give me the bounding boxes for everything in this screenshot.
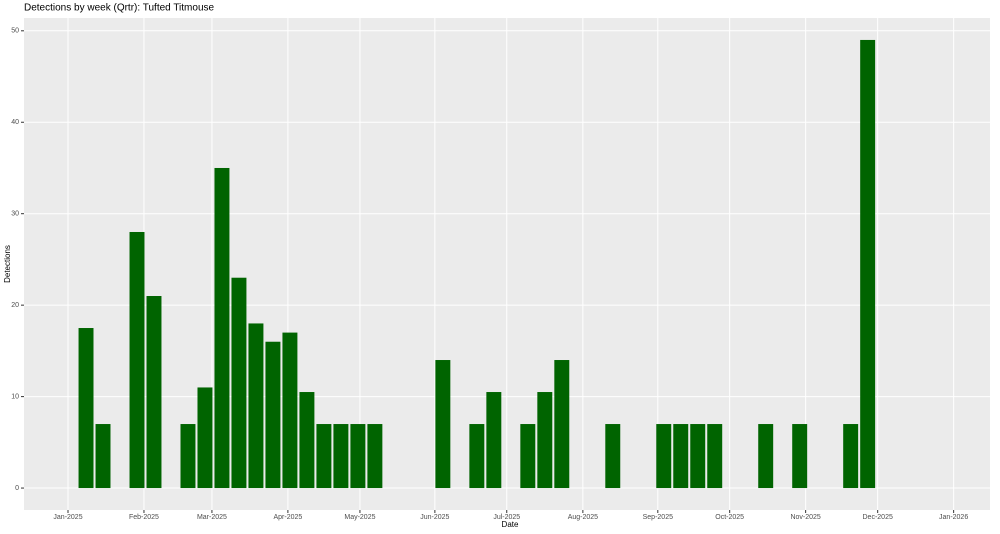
bar [843, 424, 859, 489]
y-tick-label: 40 [11, 119, 19, 126]
y-tick-label: 0 [15, 485, 19, 492]
bar [129, 231, 145, 489]
bar [146, 296, 162, 489]
x-tick-label: Jan-2025 [53, 514, 82, 521]
bar [265, 341, 281, 489]
bar [486, 392, 502, 489]
bar [673, 424, 689, 489]
bar [656, 424, 672, 489]
x-tick-label: Jan-2026 [939, 514, 968, 521]
x-tick-label: Jun-2025 [420, 514, 449, 521]
bar [214, 167, 230, 489]
bar [690, 424, 706, 489]
bar [792, 424, 808, 489]
x-tick-label: Feb-2025 [129, 514, 159, 521]
x-tick-label: Mar-2025 [197, 514, 227, 521]
bar [299, 392, 315, 489]
bar [316, 424, 332, 489]
x-tick-label: Apr-2025 [273, 514, 302, 521]
bar [95, 424, 111, 489]
bar [537, 392, 553, 489]
bar [860, 39, 876, 489]
x-axis-title: Date [502, 520, 519, 529]
x-tick-label: May-2025 [344, 514, 375, 521]
bar [231, 277, 247, 489]
bar [350, 424, 366, 489]
y-axis-title: Detections [3, 245, 12, 283]
x-tick-label: Aug-2025 [568, 514, 598, 521]
y-tick-label: 10 [11, 393, 19, 400]
bar [520, 424, 536, 489]
bar [469, 424, 485, 489]
chart-title: Detections by week (Qrtr): Tufted Titmou… [24, 3, 215, 14]
bar [605, 424, 621, 489]
bar [78, 328, 94, 489]
y-tick-label: 50 [11, 28, 19, 35]
x-tick-label: Dec-2025 [863, 514, 893, 521]
x-tick-label: Nov-2025 [790, 514, 820, 521]
y-tick-label: 20 [11, 302, 19, 309]
bar [248, 323, 264, 489]
bar [554, 360, 570, 489]
x-tick-label: Sep-2025 [643, 514, 673, 521]
bar [707, 424, 723, 489]
y-tick-label: 30 [11, 211, 19, 218]
bar [197, 387, 213, 489]
bar [282, 332, 298, 489]
bar [435, 360, 451, 489]
bar [180, 424, 196, 489]
x-tick-label: Jul-2025 [493, 514, 520, 521]
bar [367, 424, 383, 489]
x-tick-label: Oct-2025 [715, 514, 744, 521]
bar [758, 424, 774, 489]
bar [333, 424, 349, 489]
